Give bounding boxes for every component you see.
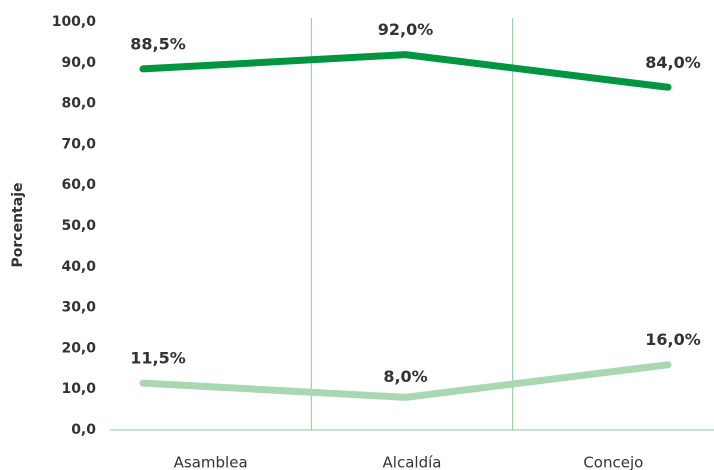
data-label: 8,0%	[383, 367, 427, 386]
y-tick-label: 50,0	[61, 218, 96, 234]
data-label: 16,0%	[645, 330, 701, 349]
series-line	[139, 51, 672, 91]
data-label: 11,5%	[130, 349, 186, 368]
data-label: 84,0%	[645, 53, 701, 72]
data-label: 88,5%	[130, 34, 186, 53]
data-label: 92,0%	[378, 20, 434, 39]
y-tick-label: 60,0	[61, 177, 96, 193]
x-tick-label: Concejo	[583, 454, 643, 470]
y-tick-label: 40,0	[61, 259, 96, 275]
y-tick-label: 10,0	[61, 381, 96, 397]
y-tick-label: 90,0	[61, 55, 96, 71]
y-tick-label: 70,0	[61, 136, 96, 152]
y-axis-label: Porcentaje	[10, 183, 26, 268]
y-tick-label: 30,0	[61, 300, 96, 316]
y-tick-label: 80,0	[61, 96, 96, 112]
x-tick-label: Asamblea	[174, 454, 248, 470]
series-line	[139, 361, 672, 401]
y-tick-label: 0,0	[71, 422, 96, 438]
x-tick-label: Alcaldía	[383, 454, 442, 470]
y-tick-label: 20,0	[61, 340, 96, 356]
y-tick-label: 100,0	[52, 14, 97, 30]
